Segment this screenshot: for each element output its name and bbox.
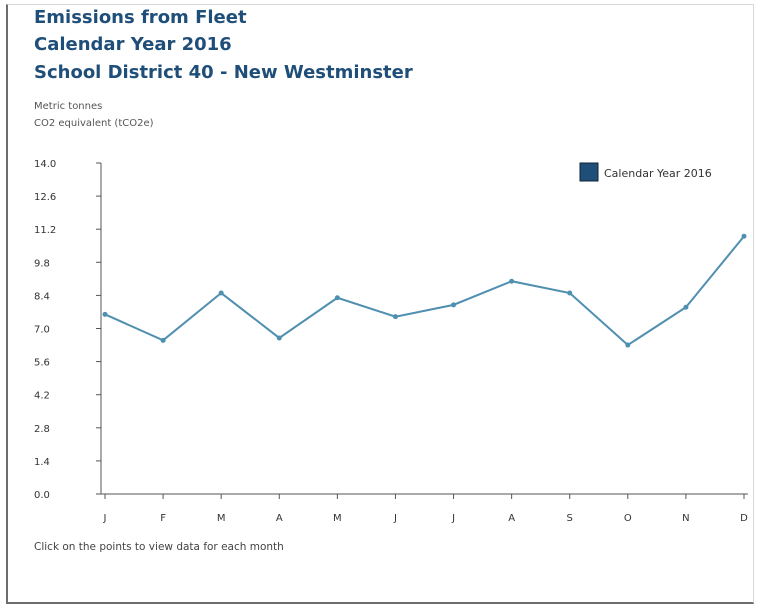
data-point[interactable] <box>741 233 747 239</box>
y-tick-label: 4.2 <box>34 391 50 402</box>
y-tick-label: 8.4 <box>34 291 50 302</box>
footer-note: Click on the points to view data for eac… <box>34 541 284 553</box>
y-tick-label: 11.2 <box>34 225 56 236</box>
x-tick-label: J <box>451 513 455 524</box>
y-tick-label: 1.4 <box>34 457 50 468</box>
data-point[interactable] <box>102 311 108 317</box>
y-units-line-1: Metric tonnes <box>34 101 103 112</box>
data-point[interactable] <box>160 337 166 343</box>
data-point[interactable] <box>509 278 515 284</box>
x-tick-label: N <box>682 513 689 524</box>
chart-title-line-2: Calendar Year 2016 <box>34 34 232 55</box>
data-point[interactable] <box>625 342 631 348</box>
y-tick-label: 12.6 <box>34 192 56 203</box>
x-tick-label: M <box>333 513 342 524</box>
legend-swatch <box>579 162 599 182</box>
x-tick-label: D <box>740 513 748 524</box>
x-tick-label: M <box>217 513 226 524</box>
x-tick-label: F <box>160 513 166 524</box>
x-tick-label: J <box>103 513 107 524</box>
chart-frame <box>6 4 754 604</box>
data-point[interactable] <box>218 290 224 296</box>
chart-title-line-3: School District 40 - New Westminster <box>34 62 413 83</box>
data-point[interactable] <box>683 304 689 310</box>
y-tick-label: 7.0 <box>34 325 50 336</box>
y-tick-label: 14.0 <box>34 159 56 170</box>
data-point[interactable] <box>567 290 573 296</box>
data-point[interactable] <box>276 335 282 341</box>
data-point[interactable] <box>334 295 340 301</box>
y-tick-label: 9.8 <box>34 258 50 269</box>
x-tick-label: J <box>393 513 397 524</box>
x-tick-label: A <box>508 513 515 524</box>
y-tick-label: 2.8 <box>34 424 50 435</box>
legend-label: Calendar Year 2016 <box>604 167 712 180</box>
x-tick-label: S <box>567 513 573 524</box>
x-tick-label: A <box>276 513 283 524</box>
y-units-line-2: CO2 equivalent (tCO2e) <box>34 118 154 129</box>
y-tick-label: 0.0 <box>34 490 50 501</box>
chart-title-line-1: Emissions from Fleet <box>34 7 247 28</box>
series-line <box>104 235 745 347</box>
data-point[interactable] <box>451 302 457 308</box>
x-tick-label: O <box>624 513 632 524</box>
data-point[interactable] <box>392 314 398 320</box>
y-tick-label: 5.6 <box>34 358 50 369</box>
